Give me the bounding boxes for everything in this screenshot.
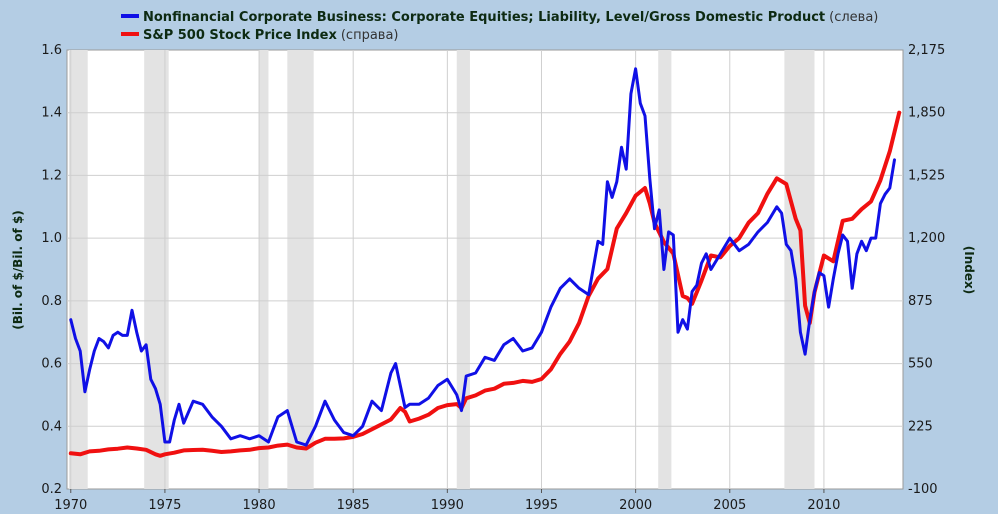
y-right-tick-label: 1,850	[908, 106, 945, 121]
recession-band	[456, 50, 470, 489]
y-right-tick-label: 550	[908, 357, 933, 372]
y-right-tick-label: 875	[908, 294, 933, 309]
y-axis-left-label: (Bil. of $/Bil. of $)	[11, 210, 25, 330]
x-tick-label: 2000	[619, 498, 652, 513]
y-left-tick-label: 0.2	[41, 482, 62, 497]
recession-shading	[68, 50, 815, 489]
legend-label-series-2: S&P 500 Stock Price Index	[143, 28, 337, 43]
gridlines	[67, 50, 903, 489]
x-tick-label: 1980	[243, 498, 276, 513]
legend-side-series-2: (справа)	[341, 28, 399, 43]
y-right-tick-label: 225	[908, 419, 933, 434]
x-tick-label: 2010	[807, 498, 840, 513]
plot-area	[66, 49, 904, 490]
y-right-tick-label: -100	[908, 482, 938, 497]
y-left-tick-label: 1.2	[41, 168, 62, 183]
series-line-1	[69, 67, 896, 447]
x-axis: 1970 1975 1980 1985 1990 1995 2000 2005 2010	[54, 489, 840, 513]
y-axis-left: 0.2 0.4 0.6 0.8 1.0 1.2 1.4 1.6	[41, 43, 62, 497]
legend-label-series-1: Nonfinancial Corporate Business: Corpora…	[143, 10, 825, 25]
x-tick-label: 1995	[525, 498, 558, 513]
recession-band	[68, 50, 88, 489]
x-tick-label: 1985	[337, 498, 370, 513]
x-tick-label: 2005	[713, 498, 746, 513]
y-left-tick-label: 1.4	[41, 106, 62, 121]
y-left-tick-label: 1.0	[41, 231, 62, 246]
y-axis-right-label: (Index)	[962, 246, 976, 294]
y-left-tick-label: 0.6	[41, 357, 62, 372]
y-right-tick-label: 1,525	[908, 168, 945, 183]
x-tick-label: 1970	[54, 498, 87, 513]
recession-band	[259, 50, 269, 489]
y-left-tick-label: 0.4	[41, 419, 62, 434]
y-left-tick-label: 0.8	[41, 294, 62, 309]
svg-text:Nonfinancial Corporate Busines: Nonfinancial Corporate Business: Corpora…	[143, 10, 878, 25]
x-tick-label: 1975	[148, 498, 181, 513]
recession-band	[784, 50, 815, 489]
svg-text:S&P 500 Stock Price Index(спра: S&P 500 Stock Price Index (справа)	[143, 28, 399, 43]
x-tick-label: 1990	[431, 498, 464, 513]
series-lines	[68, 67, 902, 458]
legend-side-series-1: (слева)	[829, 10, 878, 25]
recession-band	[287, 50, 314, 489]
y-right-tick-label: 2,175	[908, 43, 945, 58]
y-right-tick-label: 1,200	[908, 231, 945, 246]
y-left-tick-label: 1.6	[41, 43, 62, 58]
series-line-2	[68, 110, 902, 458]
y-axis-right: -100 225 550 875 1,200 1,525 1,850 2,175	[908, 43, 945, 497]
legend: Nonfinancial Corporate Business: Corpora…	[121, 10, 878, 43]
